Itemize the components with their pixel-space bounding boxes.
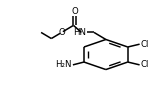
Text: HN: HN: [73, 28, 86, 37]
Text: Cl: Cl: [140, 40, 149, 49]
Text: O: O: [71, 7, 78, 16]
Text: H₂N: H₂N: [55, 60, 71, 69]
Text: O: O: [58, 28, 65, 37]
Text: Cl: Cl: [140, 60, 149, 69]
